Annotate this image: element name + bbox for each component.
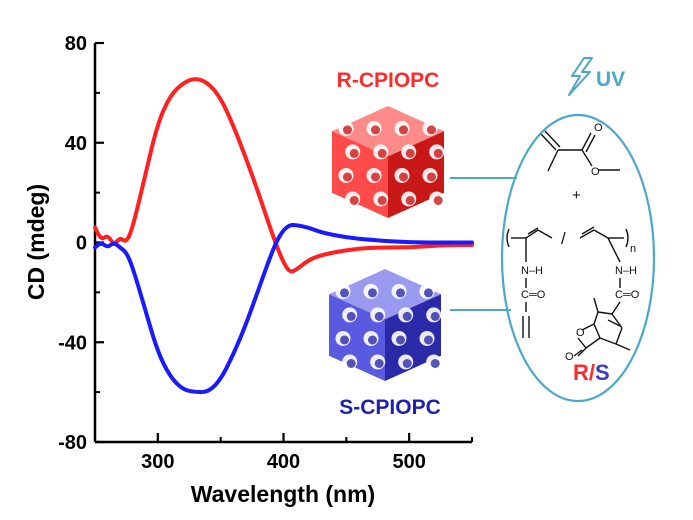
y-tick-label: 0 [76, 233, 87, 255]
cube-pore-shadow [427, 125, 436, 135]
polymer-subscript-n: n [630, 243, 636, 255]
cube-pore-shadow [399, 125, 408, 135]
rs-r-text: R [573, 360, 589, 385]
cube-pore-shadow [340, 288, 349, 298]
cube-pore-shadow [433, 195, 443, 205]
r-cpiopc-series-line [93, 77, 474, 274]
s-porous-cube-image [329, 269, 442, 381]
cube-pore-shadow [374, 358, 384, 368]
methacrylate-o-ester: O [591, 166, 600, 178]
cube-pore-shadow [371, 172, 380, 182]
x-tick-label: 300 [141, 451, 174, 473]
cube-pore-shadow [346, 311, 356, 321]
cube-pore-shadow [424, 335, 433, 345]
left-co-label: C═O [521, 289, 546, 301]
y-tick-label: -80 [58, 432, 87, 454]
cube-pore-shadow [402, 358, 412, 368]
s-cpiopc-series-line [93, 223, 474, 395]
cube-pore-shadow [396, 288, 405, 298]
y-tick-label: 80 [65, 33, 87, 55]
cube-pore-shadow [430, 358, 440, 368]
cube-pore-shadow [377, 195, 387, 205]
y-tick-label: 40 [65, 133, 87, 155]
right-nh-label: N–H [615, 265, 637, 277]
y-tick-label: -40 [58, 332, 87, 354]
methacrylate-structure [540, 130, 620, 172]
monomer-ellipse [500, 113, 656, 403]
cube-pore-shadow [368, 288, 377, 298]
cube-pore-shadow [405, 195, 415, 205]
cube-pore-shadow [405, 148, 415, 158]
rs-label: R/S [573, 360, 610, 385]
cube-pore-shadow [424, 288, 433, 298]
copolymer-structure [506, 226, 631, 357]
lactone-o-ring: O [576, 327, 585, 339]
s-cpiopc-label: S-CPIOPC [339, 396, 441, 419]
cube-pore-shadow [402, 311, 412, 321]
cube-pore-shadow [427, 172, 436, 182]
methacrylate-o-double: O [594, 122, 603, 134]
lightning-icon [568, 57, 593, 96]
x-axis-label: Wavelength (nm) [191, 481, 375, 507]
cube-pore-shadow [346, 358, 356, 368]
cube-pore-shadow [374, 311, 384, 321]
right-co-label: C═O [615, 289, 640, 301]
cube-pore-shadow [399, 172, 408, 182]
cube-pore-shadow [349, 195, 359, 205]
r-cpiopc-label: R-CPIOPC [337, 69, 440, 92]
x-tick-label: 500 [392, 451, 425, 473]
cube-pore-shadow [377, 148, 387, 158]
x-tick-label: 400 [267, 451, 300, 473]
cube-pore-shadow [430, 311, 440, 321]
cube-pore-shadow [371, 125, 380, 135]
cube-pore-shadow [343, 172, 352, 182]
rs-s-text: S [595, 360, 610, 385]
rs-slash-text: / [589, 360, 595, 385]
cube-top-face [329, 269, 441, 320]
cube-pore-shadow [349, 148, 359, 158]
cube-pore-shadow [368, 335, 377, 345]
ticks [94, 41, 473, 444]
r-porous-cube-image [332, 106, 445, 218]
series-lines [93, 77, 474, 395]
plus-sign: + [572, 187, 581, 204]
cube-pore-shadow [433, 148, 443, 158]
cube-pore-shadow [396, 335, 405, 345]
cube-pore-shadow [340, 335, 349, 345]
left-nh-label: N–H [521, 265, 543, 277]
cube-top-face [332, 106, 444, 157]
polymer-slash: / [561, 229, 566, 248]
lactone-o-carbonyl: O [565, 351, 574, 363]
y-axis-label: CD (mdeg) [23, 184, 49, 300]
uv-label: UV [596, 68, 625, 91]
cube-pore-shadow [343, 125, 352, 135]
